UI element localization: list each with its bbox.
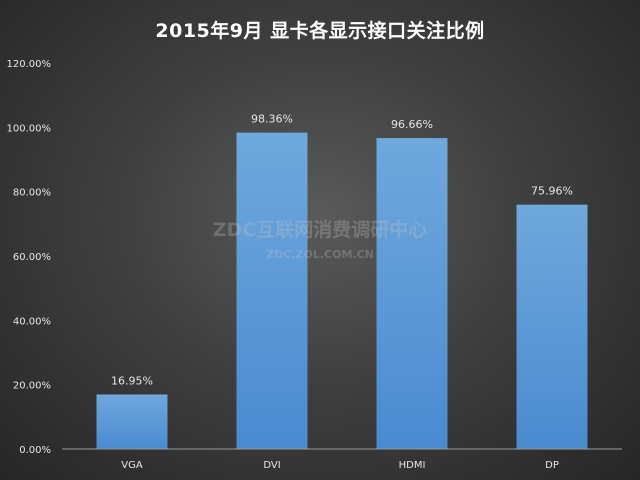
y-tick-label: 20.00%	[13, 381, 51, 392]
x-category-label: VGA	[121, 460, 143, 471]
bar-vga	[96, 394, 168, 449]
y-tick-label: 120.00%	[7, 59, 52, 70]
data-label-hdmi: 96.66%	[391, 118, 433, 131]
x-axis: VGA DVI HDMI DP	[62, 448, 622, 471]
x-category-label: DP	[545, 460, 559, 471]
y-tick-label: 80.00%	[13, 188, 51, 199]
data-label-dvi: 98.36%	[251, 113, 293, 126]
bar-dp	[516, 204, 588, 449]
y-tick-label: 60.00%	[13, 252, 51, 263]
data-label-vga: 16.95%	[111, 374, 153, 387]
x-category-label: DVI	[263, 460, 280, 471]
y-tick-label: 40.00%	[13, 316, 51, 327]
watermark-main: ZDC互联网消费调研中心	[213, 218, 428, 241]
y-axis: 0.00% 20.00% 40.00% 60.00% 80.00% 100.00% 120.…	[7, 59, 52, 456]
y-tick-label: 100.00%	[7, 123, 52, 134]
y-tick-label: 0.00%	[19, 445, 51, 456]
x-category-label: HDMI	[399, 460, 426, 471]
chart-title: 2015年9月 显卡各显示接口关注比例	[155, 20, 485, 42]
data-label-dp: 75.96%	[531, 185, 573, 198]
bar-dvi	[236, 132, 308, 449]
bar-hdmi	[376, 138, 448, 449]
bar-series: 16.95% 98.36% 96.66% 75.96%	[96, 113, 588, 449]
watermark-sub: ZDC.ZOL.COM.CN	[266, 248, 374, 261]
watermark: ZDC互联网消费调研中心 ZDC.ZOL.COM.CN	[213, 218, 428, 261]
